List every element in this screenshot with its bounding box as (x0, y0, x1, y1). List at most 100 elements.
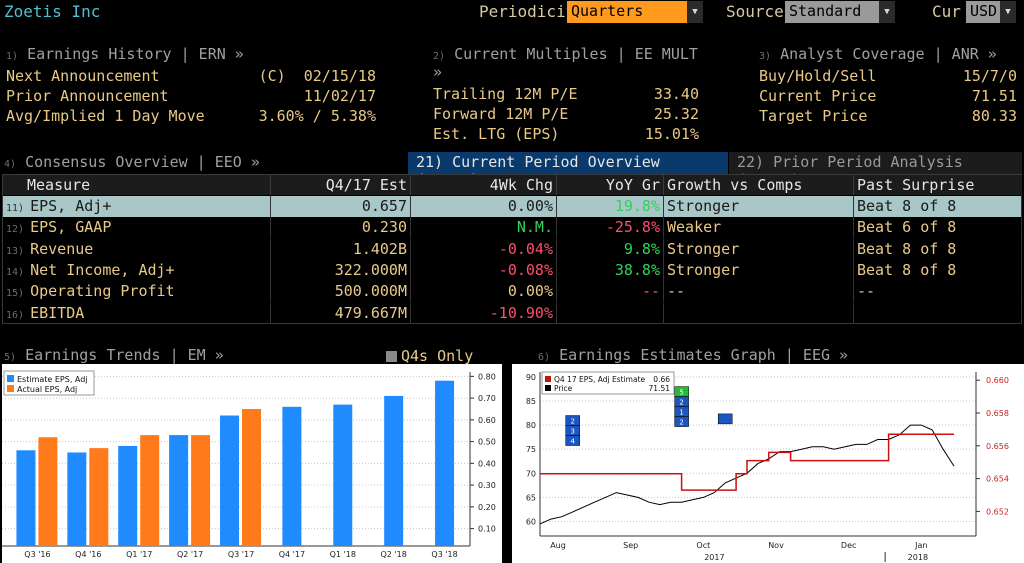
chart-background (512, 364, 1024, 563)
periodicity-value: Quarters (567, 1, 687, 23)
cell-est: 479.667M (271, 302, 411, 324)
cell-growth: Stronger (664, 196, 854, 217)
legend-value-estimate: 0.66 (653, 375, 670, 384)
cell-est: 1.402B (271, 238, 411, 260)
column-header-est[interactable]: Q4/17 Est (271, 175, 411, 195)
x-tick-label: Q3 '16 (24, 550, 50, 559)
year-label: 2017 (704, 553, 724, 562)
target-price-row: Target Price 80.33 (759, 107, 1017, 125)
earnings-history-title[interactable]: 1) Earnings History | ERN » (6, 45, 244, 63)
right-tick-label: 0.652 (986, 507, 1009, 516)
periodicity-select[interactable]: Quarters ▼ (567, 1, 703, 23)
event-badge (565, 435, 580, 446)
consensus-table: Measure Q4/17 Est 4Wk Chg YoY Gr Growth … (2, 174, 1022, 324)
cell-measure: 11) EPS, Adj+ (3, 196, 271, 217)
x-tick-label: Q2 '17 (177, 550, 203, 559)
left-tick-label: 65 (526, 493, 536, 502)
legend-label-price: Price (554, 384, 573, 393)
measure-label: EBITDA (30, 303, 85, 322)
event-badge-label: 5 (679, 389, 683, 397)
cell-growth: Stronger (664, 259, 854, 281)
measure-label: Revenue (30, 239, 94, 258)
actual-bar (140, 435, 160, 546)
event-badge-label: 4 (570, 438, 575, 446)
x-tick-label: Sep (623, 541, 638, 550)
earnings-estimates-chart: 90 85 80 75 70 65 60 0.660 0.658 0.656 0.654 0.652 A… (512, 364, 1024, 563)
actual-bar (242, 408, 261, 546)
x-tick-label: Oct (696, 541, 710, 550)
y-tick-label: 0.30 (478, 481, 496, 490)
earnings-history-panel: 1) Earnings History | ERN » Next Announc… (6, 45, 376, 125)
checkbox-icon[interactable] (386, 350, 397, 362)
row-number: 15) (6, 288, 31, 300)
cell-4wk-chg: 0.00% (411, 196, 557, 217)
x-tick-label: Q2 '18 (381, 550, 407, 559)
current-multiples-title[interactable]: 2) Current Multiples | EE MULT » (433, 45, 698, 81)
cell-4wk-chg: -10.90% (411, 302, 557, 324)
currency-label: Cur (932, 2, 961, 21)
legend-label-actual: Actual EPS, Adj (17, 385, 77, 394)
x-tick-label: Q3 '18 (431, 550, 457, 559)
source-select[interactable]: Standard ▼ (785, 1, 895, 23)
tab-prior-period[interactable]: 22) Prior Period Analysis (Q3/17) (729, 152, 1022, 189)
analyst-coverage-title[interactable]: 3) Analyst Coverage | ANR » (759, 45, 997, 63)
column-header-growth-vs-comps[interactable]: Growth vs Comps (664, 175, 854, 195)
earnings-trends-title[interactable]: 5) Earnings Trends | EM » (4, 346, 224, 364)
cell-4wk-chg: 0.00% (411, 281, 557, 303)
cell-yoy-gr: 19.8% (557, 196, 664, 217)
cell-4wk-chg: -0.08% (411, 259, 557, 281)
event-badge (717, 413, 733, 425)
cell-4wk-chg: N.M. (411, 217, 557, 239)
cell-est: 322.000M (271, 259, 411, 281)
x-tick-label: Q1 '18 (330, 550, 356, 559)
measure-label: Operating Profit (30, 282, 175, 301)
chart-legend: Q4 17 EPS, Adj Estimate 0.66 Price 71.51 (541, 371, 675, 395)
event-badge-label: 1 (679, 409, 683, 417)
cell-surprise (854, 302, 1022, 324)
right-tick-label: 0.658 (986, 409, 1009, 418)
y-tick-label: 0.40 (478, 459, 496, 468)
periodicity-label: Periodicity (479, 2, 585, 21)
row-number: 13) (6, 245, 31, 257)
table-row[interactable]: 13) Revenue 1.402B -0.04% 9.8% Stronger Beat … (3, 238, 1022, 260)
table-row[interactable]: 12) EPS, GAAP 0.230 N.M. -25.8% Weaker Beat 6… (3, 217, 1022, 239)
column-header-yoy-gr[interactable]: YoY Gr (557, 175, 664, 195)
avg-implied-move-row: Avg/Implied 1 Day Move 3.60% / 5.38% (6, 107, 376, 125)
q4s-only-toggle[interactable]: Q4s Only (386, 347, 473, 365)
left-tick-label: 70 (526, 469, 536, 478)
consensus-overview-title[interactable]: 4) Consensus Overview | EEO » (4, 153, 260, 171)
actual-bar (89, 448, 109, 546)
buy-hold-sell-row: Buy/Hold/Sell 15/7/0 (759, 67, 1017, 85)
x-tick-label: Q4 '16 (75, 550, 101, 559)
table-row[interactable]: 15) Operating Profit 500.000M 0.00% -- -- -- (3, 281, 1022, 303)
legend-box (3, 370, 95, 396)
chevron-down-icon[interactable]: ▼ (687, 1, 703, 23)
chevron-down-icon[interactable]: ▼ (879, 1, 895, 23)
estimate-bar (118, 445, 138, 546)
cell-measure: 15) Operating Profit (3, 281, 271, 303)
column-header-4wk-chg[interactable]: 4Wk Chg (411, 175, 557, 195)
column-header-past-surprise[interactable]: Past Surprise (854, 175, 1022, 195)
legend-swatch-estimate (545, 376, 551, 382)
table-row[interactable]: 11) EPS, Adj+ 0.657 0.00% 19.8% Stronger Beat… (3, 196, 1022, 217)
right-tick-label: 0.660 (986, 376, 1009, 385)
x-tick-label: Jan (914, 541, 927, 550)
right-tick-label: 0.656 (986, 442, 1009, 451)
cell-yoy-gr (557, 302, 664, 324)
table-row[interactable]: 14) Net Income, Adj+ 322.000M -0.08% 38.8% S… (3, 259, 1022, 281)
currency-select[interactable]: USD ▼ (966, 1, 1016, 23)
chevron-down-icon[interactable]: ▼ (1000, 1, 1016, 23)
cell-surprise: -- (854, 281, 1022, 303)
current-multiples-panel: 2) Current Multiples | EE MULT » Trailin… (433, 45, 699, 143)
current-price-row: Current Price 71.51 (759, 87, 1017, 105)
analyst-coverage-panel: 3) Analyst Coverage | ANR » Buy/Hold/Sel… (759, 45, 1017, 125)
estimate-bar (384, 395, 404, 546)
tab-current-period[interactable]: 21) Current Period Overview (Q4/17) (408, 152, 728, 189)
column-header-measure[interactable]: Measure (3, 175, 271, 195)
cell-surprise: Beat 8 of 8 (854, 196, 1022, 217)
earnings-graph-title[interactable]: 6) Earnings Estimates Graph | EEG » (538, 346, 849, 364)
measure-label: EPS, GAAP (30, 218, 112, 237)
table-row[interactable]: 16) EBITDA 479.667M -10.90% (3, 302, 1022, 324)
trailing-pe-row: Trailing 12M P/E 33.40 (433, 85, 699, 103)
